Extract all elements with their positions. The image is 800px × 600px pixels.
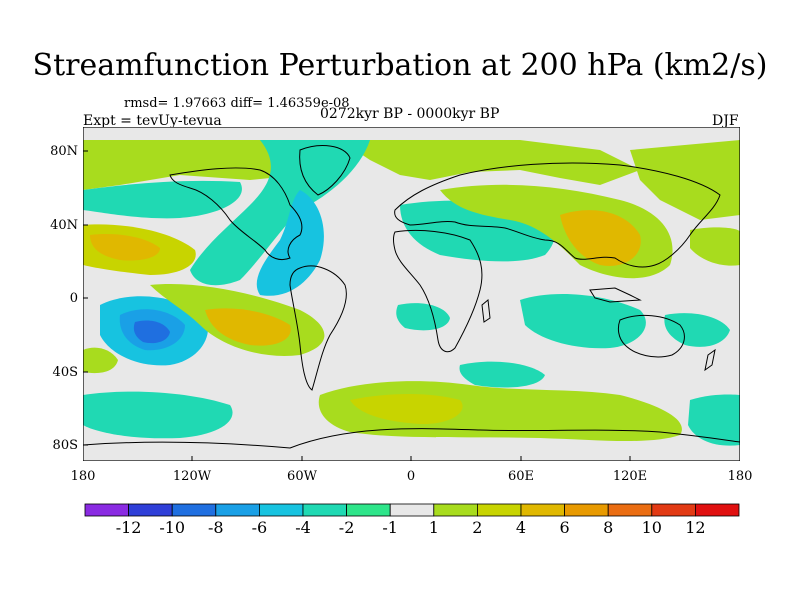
colorbar-swatch [476,503,522,517]
lat-label-0: 0 [70,291,78,306]
colorbar-label: 2 [472,518,482,537]
coast-north-america [169,167,303,261]
colorbar-swatch [607,503,653,517]
coast-madagascar [481,299,491,323]
coast-africa [393,229,483,353]
lon-label-180e: 180 [728,469,753,484]
colorbar-label: -12 [116,518,142,537]
colorbar-label: -8 [208,518,224,537]
colorbar-swatch [302,503,347,517]
colorbar-swatch [171,503,217,517]
coast-europe-asia [394,162,721,268]
coast-new-zealand [704,348,716,372]
coast-south-america [289,265,347,391]
colorbar-swatch [215,503,260,517]
lat-label-40n: 40N [50,218,78,233]
colorbar-label: 4 [516,518,526,537]
colorbar-label: 1 [429,518,439,537]
colorbar-label: -10 [159,518,185,537]
coast-indonesia [589,287,642,303]
lon-label-0: 0 [407,469,415,484]
lon-label-120e: 120E [613,469,647,484]
lon-label-60w: 60W [287,469,318,484]
colorbar-swatch [128,503,173,517]
lon-label-60e: 60E [508,469,534,484]
colorbar: -12 -10 -8 -6 -4 -2 -1 1 2 4 6 8 10 12 [84,503,740,537]
colorbar-label: -6 [252,518,268,537]
colorbar-label: -1 [382,518,398,537]
lat-label-40s: 40S [53,365,78,380]
colorbar-label: 6 [560,518,570,537]
season-label: DJF [712,113,739,129]
colorbar-swatch [84,503,129,517]
colorbar-swatch [258,503,304,517]
lon-label-180w: 180 [71,469,96,484]
colorbar-swatch [433,503,478,517]
lon-label-120w: 120W [173,469,212,484]
colorbar-swatch [564,503,609,517]
coast-australia [617,315,685,358]
period-label: 0272kyr BP - 0000kyr BP [320,106,500,122]
colorbar-swatch [389,503,435,517]
colorbar-swatch [695,503,740,517]
coast-greenland [299,145,351,196]
experiment-label: Expt = tevUy-tevua [83,113,222,129]
lon-tick-labels: 180 120W 60W 0 60E 120E 180 [71,469,753,484]
colorbar-label: 12 [685,518,705,537]
coastlines [83,145,740,449]
lat-label-80n: 80N [50,144,78,159]
lat-tick-labels: 80N 40N 0 40S 80S [50,144,78,453]
field-shading [83,140,740,446]
coast-antarctica [83,428,740,449]
colorbar-label: 8 [603,518,613,537]
map-panel [83,127,740,461]
colorbar-label: -2 [339,518,355,537]
plot-title: Streamfunction Perturbation at 200 hPa (… [32,48,768,83]
colorbar-label: -4 [295,518,311,537]
stats-line: rmsd= 1.97663 diff= 1.46359e-08 [124,96,350,111]
colorbar-swatch [346,503,391,517]
colorbar-swatch [651,503,696,517]
colorbar-label: 10 [642,518,662,537]
tick-marks [83,150,631,461]
lat-label-80s: 80S [53,438,78,453]
colorbar-swatch [520,503,565,517]
